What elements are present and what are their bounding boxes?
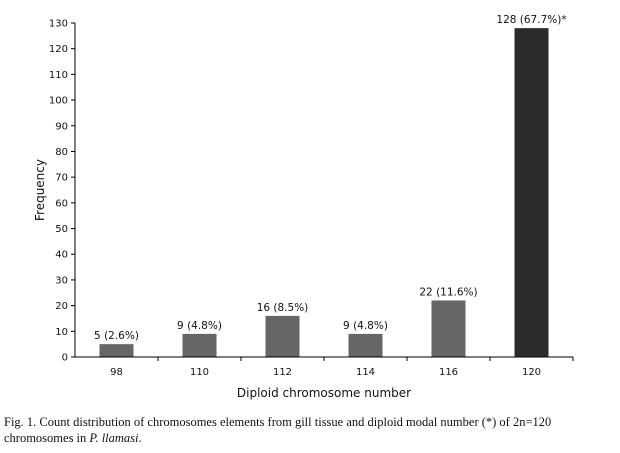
y-tick-label: 90: [55, 121, 68, 132]
bar-chart: 0 10 20 30 40 50 60 70 80 90 100 110 120 130 5 (2.6%)…: [33, 14, 574, 400]
y-axis-ticks: 0 10 20 30 40 50 60 70 80 90 100 110 120 130: [49, 19, 75, 364]
y-tick-label: 130: [49, 19, 68, 30]
y-tick-label: 10: [55, 327, 68, 338]
bar-110: [182, 333, 217, 357]
x-axis-label: Diploid chromosome number: [237, 386, 411, 400]
x-tick-label: 110: [190, 367, 209, 378]
y-tick-label: 110: [49, 70, 68, 81]
bar-value-label: 16 (8.5%): [257, 302, 309, 314]
x-tick-label: 112: [273, 367, 292, 378]
y-tick-label: 30: [55, 275, 68, 286]
bar-value-label: 5 (2.6%): [94, 330, 139, 342]
bar-value-label: 9 (4.8%): [343, 320, 388, 332]
x-tick-label: 98: [110, 367, 123, 378]
y-tick-label: 60: [55, 198, 68, 209]
x-tick-label: 116: [439, 367, 458, 378]
caption-species: P. llamasi: [89, 431, 139, 445]
bar-value-label: 22 (11.6%): [419, 286, 477, 298]
y-tick-label: 100: [49, 96, 68, 107]
bar-120: [514, 28, 549, 358]
y-tick-label: 120: [49, 44, 68, 55]
bar-value-label: 128 (67.7%)*: [496, 14, 566, 26]
y-tick-label: 80: [55, 147, 68, 158]
x-axis-ticks: 98 110 112 114 116 120: [110, 357, 574, 378]
y-tick-label: 70: [55, 173, 68, 184]
bar-98: [99, 344, 134, 357]
bar-labels-group: 5 (2.6%) 9 (4.8%) 16 (8.5%) 9 (4.8%) 22 (11.…: [94, 14, 567, 342]
y-axis-label: Frequency: [33, 159, 47, 221]
chart-svg: 0 10 20 30 40 50 60 70 80 90 100 110 120 130 5 (2.6%)…: [33, 14, 574, 400]
y-tick-label: 0: [62, 353, 68, 364]
bar-114: [348, 333, 383, 357]
bar-112: [265, 315, 300, 357]
bar-value-label: 9 (4.8%): [177, 320, 222, 332]
y-tick-label: 40: [55, 250, 68, 261]
figure-caption: Fig. 1. Count distribution of chromosome…: [4, 414, 616, 446]
bar-116: [431, 300, 466, 357]
caption-text: Fig. 1. Count distribution of chromosome…: [4, 415, 552, 445]
x-tick-label: 120: [522, 367, 541, 378]
x-tick-label: 114: [356, 367, 375, 378]
y-tick-label: 50: [55, 224, 68, 235]
bars-group: [99, 28, 549, 358]
y-tick-label: 20: [55, 301, 68, 312]
caption-end: .: [138, 431, 142, 445]
